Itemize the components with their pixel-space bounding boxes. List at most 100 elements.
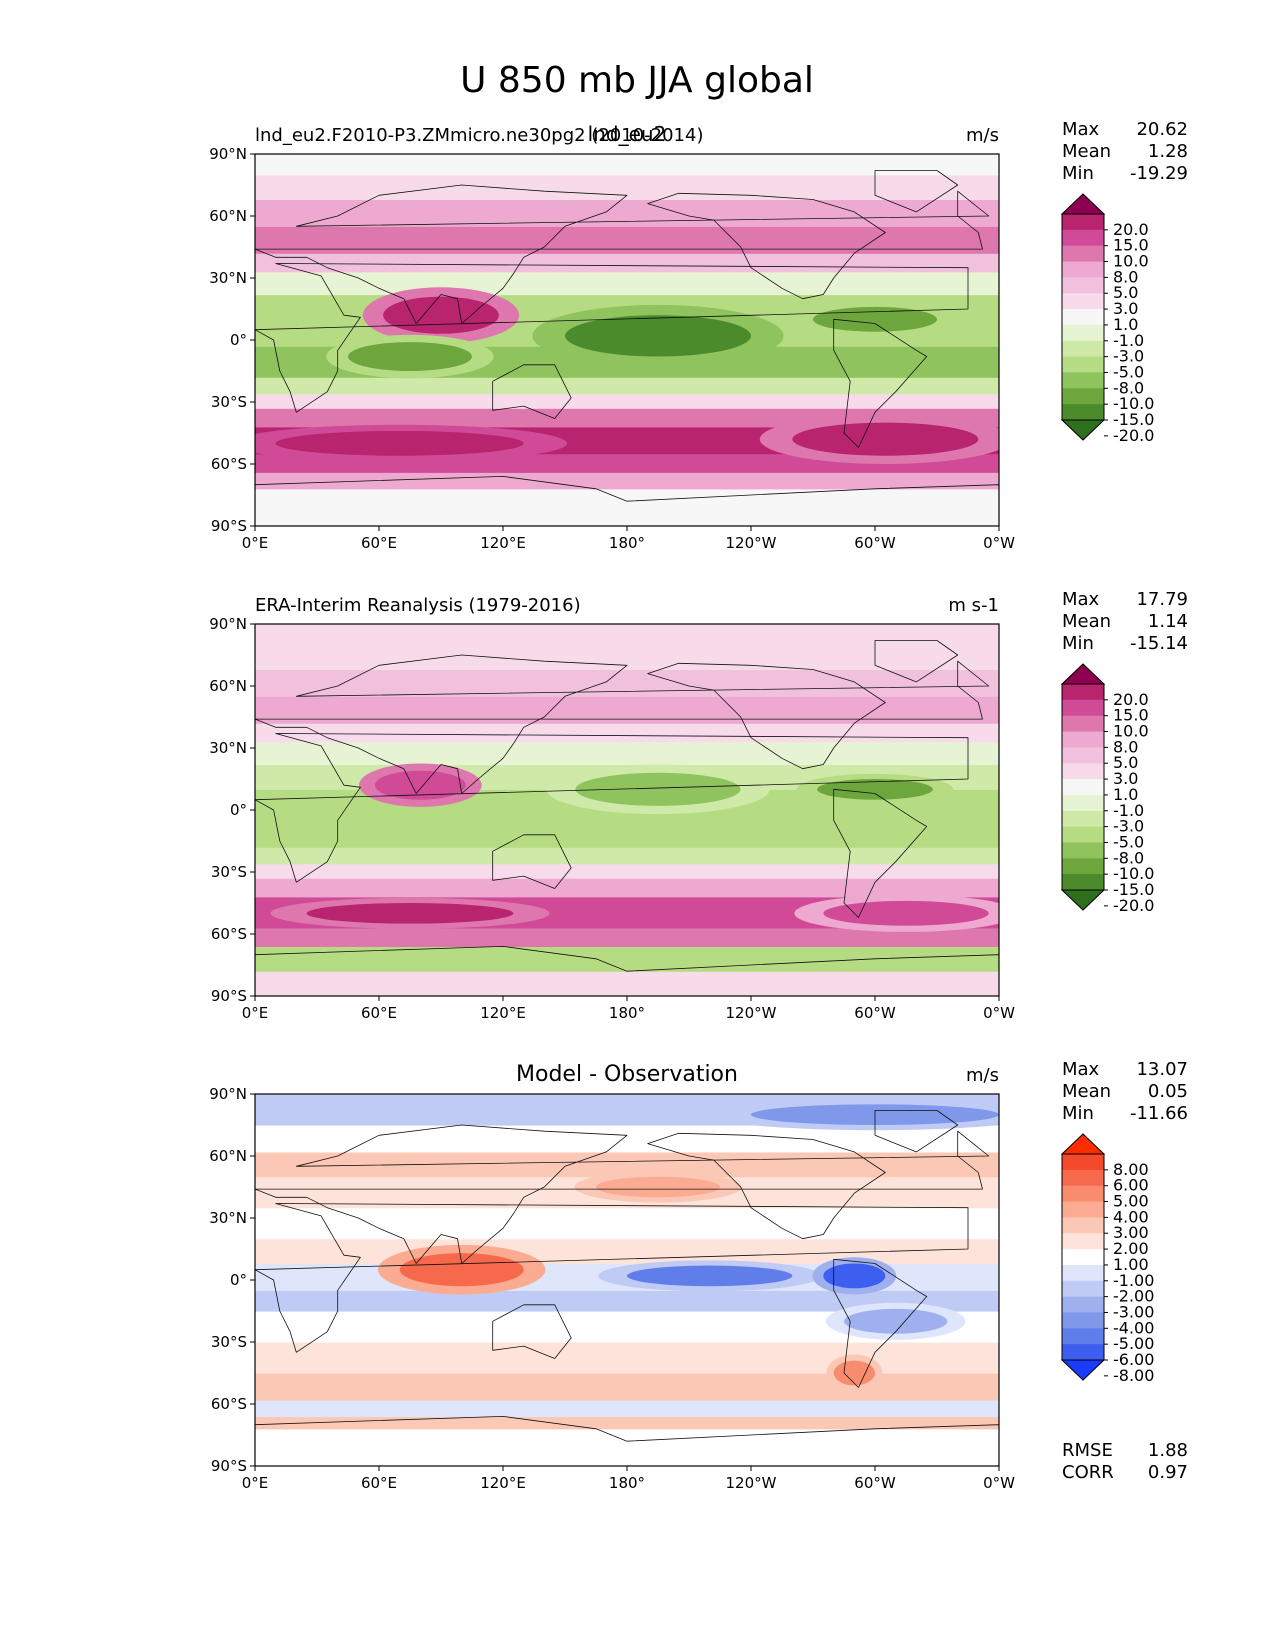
coastline-1-4 bbox=[492, 834, 572, 889]
colorbar-swatch bbox=[1062, 372, 1104, 389]
x-tick-label: 60°W bbox=[854, 534, 896, 552]
colorbar-swatch bbox=[1062, 1201, 1104, 1218]
stat-value-mean: 1.28 bbox=[1148, 141, 1188, 162]
x-tick-label: 0°E bbox=[242, 534, 269, 552]
colorbar-label: -6.00 bbox=[1113, 1350, 1154, 1369]
x-tick-label: 0°W bbox=[983, 1474, 1015, 1492]
coastline-2-5 bbox=[874, 1110, 959, 1153]
colorbar-swatch bbox=[1062, 1280, 1104, 1298]
anomaly-core-1 bbox=[575, 772, 741, 806]
colorbar-label: -5.00 bbox=[1113, 1334, 1154, 1353]
y-tick-label: 30°N bbox=[209, 739, 247, 757]
zonal-band-1 bbox=[255, 946, 999, 972]
coastline-0-1 bbox=[255, 263, 969, 413]
colorbar-extend-min bbox=[1060, 419, 1106, 441]
colorbar-label: 2.00 bbox=[1113, 1239, 1149, 1258]
colorbar-label: -1.0 bbox=[1113, 331, 1144, 350]
panel-title: ERA-Interim Reanalysis (1979-2016) bbox=[255, 595, 581, 616]
anomaly-core-5 bbox=[813, 306, 937, 332]
stat-value-min: -11.66 bbox=[1130, 1103, 1188, 1124]
colorbar-frame bbox=[1061, 1153, 1105, 1361]
zonal-band-4 bbox=[255, 878, 999, 898]
colorbar-swatch bbox=[1062, 779, 1104, 796]
y-tick-label: 60°N bbox=[209, 207, 247, 225]
coastline-1-1 bbox=[255, 733, 969, 883]
y-tick-label: 90°S bbox=[211, 517, 247, 535]
colorbar-label: -3.0 bbox=[1113, 817, 1144, 836]
anomaly-core-4 bbox=[844, 1308, 948, 1334]
zonal-band-6 bbox=[255, 1290, 999, 1312]
y-tick-label: 60°S bbox=[211, 925, 247, 943]
x-tick-label: 120°W bbox=[726, 1474, 777, 1492]
anomaly-core-1 bbox=[627, 1265, 793, 1287]
zonal-band-6 bbox=[255, 847, 999, 865]
map-field-difference bbox=[255, 1094, 999, 1466]
colorbar-label: -5.0 bbox=[1113, 362, 1144, 381]
zonal-band-11 bbox=[255, 723, 999, 743]
anomaly-core-4 bbox=[817, 779, 933, 800]
colorbar-label: 3.0 bbox=[1113, 769, 1138, 788]
stat-label-mean: Mean bbox=[1062, 611, 1111, 632]
coastline-0-6 bbox=[255, 475, 999, 526]
coastline-1-0 bbox=[255, 654, 990, 794]
colorbar-frame bbox=[1061, 213, 1105, 421]
coastline-2-0 bbox=[255, 1124, 990, 1264]
anomaly-core-2 bbox=[348, 342, 472, 371]
y-tick-label: 60°N bbox=[209, 677, 247, 695]
colorbar-swatch bbox=[1062, 293, 1104, 310]
footer-stat-label-rmse: RMSE bbox=[1062, 1440, 1113, 1461]
colorbar-label: 10.0 bbox=[1113, 252, 1149, 271]
colorbar-extend-min bbox=[1060, 1359, 1106, 1381]
colorbar-label: -8.0 bbox=[1113, 378, 1144, 397]
colorbar-swatch bbox=[1062, 388, 1104, 405]
panel-test: 0°E 60°E 120°E 180° 120°W 60°W 0°W 90°N 60°N 30°N… bbox=[209, 119, 1188, 552]
zonal-band-5 bbox=[255, 393, 999, 409]
colorbar-label: -10.0 bbox=[1113, 864, 1154, 883]
y-tick-label: 30°S bbox=[211, 393, 247, 411]
colorbar-label: -3.0 bbox=[1113, 347, 1144, 366]
anomaly-core-3 bbox=[823, 900, 989, 926]
colorbar-swatch bbox=[1062, 699, 1104, 717]
colorbar-label: 5.0 bbox=[1113, 753, 1138, 772]
coastline-2-6 bbox=[255, 1416, 999, 1466]
stat-label-min: Min bbox=[1062, 1103, 1094, 1124]
colorbar-swatch bbox=[1062, 1344, 1104, 1361]
zonal-band-12 bbox=[255, 696, 999, 724]
zonal-band-5 bbox=[255, 863, 999, 879]
coastline-2-1 bbox=[255, 1203, 969, 1353]
colorbar-label: -15.0 bbox=[1113, 880, 1154, 899]
colorbar-swatch bbox=[1062, 1185, 1104, 1203]
y-tick-label: 90°S bbox=[211, 987, 247, 1005]
x-tick-label: 0°W bbox=[983, 534, 1015, 552]
zonal-band-9 bbox=[255, 1207, 999, 1240]
colorbar-swatch bbox=[1062, 277, 1104, 294]
colorbar-label: -1.00 bbox=[1113, 1271, 1154, 1290]
colorbar-swatch bbox=[1062, 404, 1104, 421]
y-tick-label: 90°N bbox=[209, 1085, 247, 1103]
coastline-1-5 bbox=[874, 640, 959, 683]
zonal-band-10 bbox=[255, 271, 999, 296]
y-tick-label: 0° bbox=[230, 331, 247, 349]
colorbar-label: 4.00 bbox=[1113, 1207, 1149, 1226]
coastline-0-5 bbox=[874, 170, 959, 213]
colorbar-label: 20.0 bbox=[1113, 220, 1149, 239]
zonal-band-14 bbox=[255, 624, 999, 671]
stat-value-min: -19.29 bbox=[1130, 163, 1188, 184]
footer-stat-value-corr: 0.97 bbox=[1148, 1462, 1188, 1483]
colorbar-swatch bbox=[1062, 1312, 1104, 1329]
coastline-2-4 bbox=[492, 1304, 572, 1359]
colorbar-swatch bbox=[1062, 874, 1104, 891]
x-tick-label: 60°E bbox=[361, 1004, 397, 1022]
colorbar-label: 6.00 bbox=[1113, 1176, 1149, 1195]
colorbar-swatch bbox=[1062, 261, 1104, 278]
colorbar-swatch bbox=[1062, 794, 1104, 812]
footer-stat-label-corr: CORR bbox=[1062, 1462, 1114, 1483]
colorbar-swatch bbox=[1062, 1217, 1104, 1234]
stat-label-max: Max bbox=[1062, 119, 1100, 140]
x-tick-label: 0°W bbox=[983, 1004, 1015, 1022]
anomaly-core-3 bbox=[275, 430, 524, 456]
stat-value-mean: 1.14 bbox=[1148, 611, 1188, 632]
x-tick-label: 60°E bbox=[361, 1474, 397, 1492]
zonal-band-12 bbox=[255, 226, 999, 254]
coastline-2-2 bbox=[647, 1132, 886, 1240]
